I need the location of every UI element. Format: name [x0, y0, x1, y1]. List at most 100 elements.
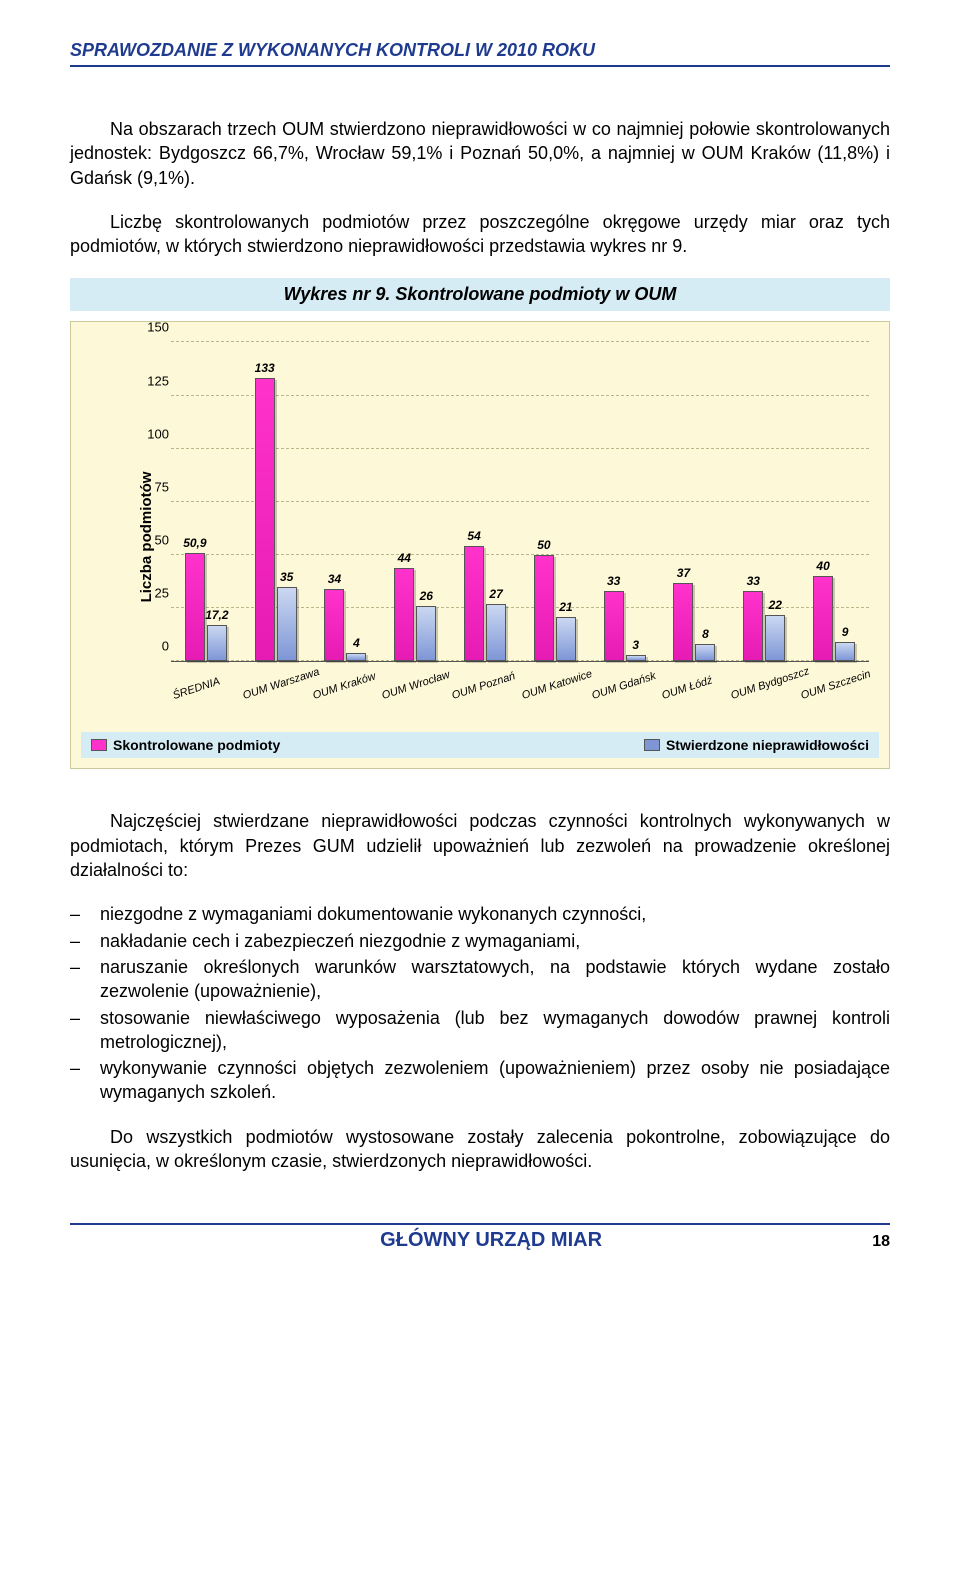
- bar-value-label: 34: [328, 572, 341, 586]
- chart-bar-group: 50,917,2: [171, 553, 241, 662]
- bar-nieprawidlowosci: 17,2: [207, 625, 227, 662]
- list-item: –wykonywanie czynności objętych zezwolen…: [70, 1056, 890, 1105]
- list-dash: –: [70, 929, 100, 953]
- chart-bar-group: 344: [311, 589, 381, 662]
- bar-skontrolowane: 133: [255, 378, 275, 662]
- bar-nieprawidlowosci: 4: [346, 653, 366, 662]
- bar-value-label: 33: [607, 574, 620, 588]
- list-item: –nakładanie cech i zabezpieczeń niezgodn…: [70, 929, 890, 953]
- chart-ytick: 100: [141, 426, 169, 441]
- legend-label-1: Skontrolowane podmioty: [113, 737, 280, 753]
- chart-x-label: OUM Szczecin: [799, 669, 872, 703]
- legend-swatch-pink: [91, 739, 107, 751]
- legend-item-skontrolowane: Skontrolowane podmioty: [91, 737, 280, 753]
- bar-skontrolowane: 33: [604, 591, 624, 661]
- footer-org: GŁÓWNY URZĄD MIAR: [110, 1229, 872, 1252]
- bar-nieprawidlowosci: 26: [416, 606, 436, 661]
- paragraph-2: Liczbę skontrolowanych podmiotów przez p…: [70, 210, 890, 259]
- bar-value-label: 27: [489, 587, 502, 601]
- bar-skontrolowane: 50: [534, 555, 554, 662]
- list-text: niezgodne z wymaganiami dokumentowanie w…: [100, 902, 890, 926]
- bar-value-label: 4: [353, 636, 360, 650]
- findings-list: –niezgodne z wymaganiami dokumentowanie …: [70, 902, 890, 1104]
- bar-value-label: 22: [769, 598, 782, 612]
- list-text: wykonywanie czynności objętych zezwoleni…: [100, 1056, 890, 1105]
- bar-nieprawidlowosci: 27: [486, 604, 506, 662]
- chart-x-label: OUM Kraków: [311, 671, 377, 703]
- list-dash: –: [70, 902, 100, 926]
- chart-bar-group: 333: [590, 591, 660, 661]
- bar-skontrolowane: 34: [324, 589, 344, 662]
- bar-nieprawidlowosci: 21: [556, 617, 576, 662]
- bar-value-label: 33: [747, 574, 760, 588]
- list-item: –naruszanie określonych warunków warszta…: [70, 955, 890, 1004]
- list-item: –stosowanie niewłaściwego wyposażenia (l…: [70, 1006, 890, 1055]
- list-item: –niezgodne z wymaganiami dokumentowanie …: [70, 902, 890, 926]
- chart-bar-group: 409: [799, 576, 869, 661]
- bar-value-label: 21: [559, 600, 572, 614]
- page-header-title: SPRAWOZDANIE Z WYKONANYCH KONTROLI W 201…: [70, 40, 890, 61]
- bar-skontrolowane: 33: [743, 591, 763, 661]
- bar-skontrolowane: 50,9: [185, 553, 205, 662]
- bar-nieprawidlowosci: 3: [626, 655, 646, 661]
- bar-value-label: 8: [702, 627, 709, 641]
- list-text: stosowanie niewłaściwego wyposażenia (lu…: [100, 1006, 890, 1055]
- paragraph-3: Najczęściej stwierdzane nieprawidłowości…: [70, 809, 890, 882]
- bar-value-label: 40: [816, 559, 829, 573]
- paragraph-4: Do wszystkich podmiotów wystosowane zost…: [70, 1125, 890, 1174]
- chart-x-label: ŚREDNIA: [171, 676, 221, 703]
- bar-value-label: 35: [280, 570, 293, 584]
- chart-gridline: [171, 341, 869, 342]
- bar-skontrolowane: 54: [464, 546, 484, 661]
- chart-bar-group: 378: [660, 583, 730, 662]
- page-number: 18: [872, 1233, 890, 1251]
- bar-skontrolowane: 37: [673, 583, 693, 662]
- chart-ytick: 25: [141, 586, 169, 601]
- chart-x-label: OUM Gdańsk: [590, 670, 657, 702]
- bar-value-label: 54: [467, 529, 480, 543]
- chart-legend: Skontrolowane podmioty Stwierdzone niepr…: [81, 732, 879, 758]
- footer-divider: [70, 1223, 890, 1225]
- bar-value-label: 3: [632, 638, 639, 652]
- chart-title: Wykres nr 9. Skontrolowane podmioty w OU…: [70, 278, 890, 311]
- bar-value-label: 50,9: [183, 536, 206, 550]
- bar-value-label: 133: [255, 361, 275, 375]
- list-text: naruszanie określonych warunków warsztat…: [100, 955, 890, 1004]
- chart-ytick: 75: [141, 479, 169, 494]
- bar-nieprawidlowosci: 8: [695, 644, 715, 661]
- list-dash: –: [70, 1006, 100, 1055]
- bar-skontrolowane: 40: [813, 576, 833, 661]
- bar-nieprawidlowosci: 22: [765, 615, 785, 662]
- legend-label-2: Stwierdzone nieprawidłowości: [666, 737, 869, 753]
- chart-bar-group: 13335: [241, 378, 311, 662]
- chart-x-labels: ŚREDNIA OUM WarszawaOUM KrakówOUM Wrocław…: [171, 662, 869, 732]
- list-dash: –: [70, 1056, 100, 1105]
- paragraph-1: Na obszarach trzech OUM stwierdzono niep…: [70, 117, 890, 190]
- list-dash: –: [70, 955, 100, 1004]
- bar-nieprawidlowosci: 9: [835, 642, 855, 661]
- chart-x-label: OUM Wrocław: [381, 669, 452, 702]
- legend-item-nieprawidlowosci: Stwierdzone nieprawidłowości: [644, 737, 869, 753]
- bar-nieprawidlowosci: 35: [277, 587, 297, 662]
- chart-bar-group: 5021: [520, 555, 590, 662]
- bar-value-label: 26: [420, 589, 433, 603]
- bar-skontrolowane: 44: [394, 568, 414, 662]
- list-text: nakładanie cech i zabezpieczeń niezgodni…: [100, 929, 890, 953]
- chart-plot-area: 025507510012515050,917,21333534444265427…: [171, 342, 869, 662]
- bar-value-label: 44: [398, 551, 411, 565]
- chart-x-label: OUM Katowice: [520, 668, 593, 702]
- bar-value-label: 17,2: [205, 608, 228, 622]
- chart-ytick: 150: [141, 320, 169, 335]
- chart-ytick: 125: [141, 373, 169, 388]
- bar-value-label: 9: [842, 625, 849, 639]
- chart-x-label: OUM Łódź: [660, 675, 714, 703]
- legend-swatch-blue: [644, 739, 660, 751]
- bar-value-label: 50: [537, 538, 550, 552]
- bar-value-label: 37: [677, 566, 690, 580]
- chart-bar-group: 3322: [729, 591, 799, 661]
- chart-x-label: OUM Warszawa: [241, 666, 321, 702]
- chart-x-label: OUM Bydgoszcz: [730, 666, 812, 703]
- chart-container: Liczba podmiotów 025507510012515050,917,…: [70, 321, 890, 769]
- chart-bar-group: 4426: [380, 568, 450, 662]
- chart-x-label: OUM Poznań: [450, 671, 517, 703]
